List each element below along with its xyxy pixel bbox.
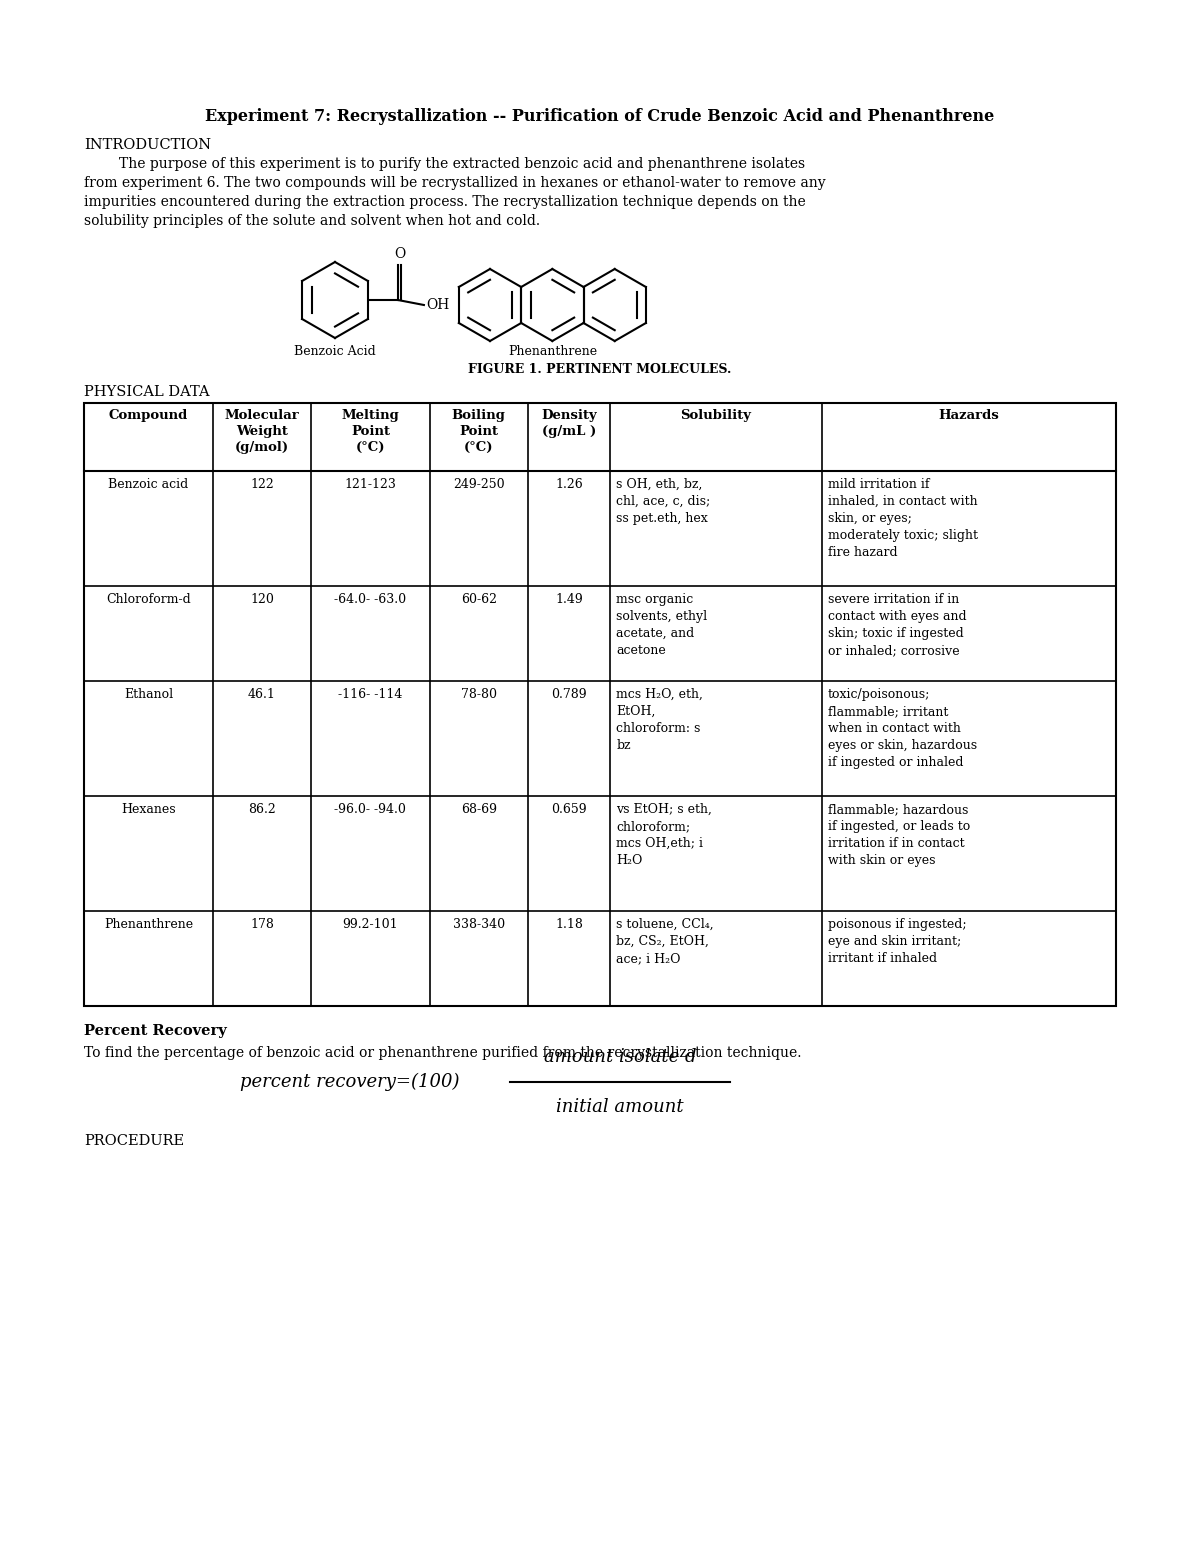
Text: -116- -114: -116- -114 xyxy=(338,688,402,700)
Text: toxic/poisonous;
flammable; irritant
when in contact with
eyes or skin, hazardou: toxic/poisonous; flammable; irritant whe… xyxy=(828,688,977,769)
Text: Ethanol: Ethanol xyxy=(124,688,173,700)
Text: 121-123: 121-123 xyxy=(344,478,396,491)
Text: 86.2: 86.2 xyxy=(248,803,276,815)
Text: Percent Recovery: Percent Recovery xyxy=(84,1023,227,1037)
Text: vs EtOH; s eth,
chloroform;
mcs OH,eth; i
H₂O: vs EtOH; s eth, chloroform; mcs OH,eth; … xyxy=(617,803,712,867)
Text: O: O xyxy=(394,247,406,261)
Text: Phenanthrene: Phenanthrene xyxy=(508,345,596,359)
Text: -64.0- -63.0: -64.0- -63.0 xyxy=(335,593,407,606)
Text: 99.2-101: 99.2-101 xyxy=(342,918,398,930)
Text: flammable; hazardous
if ingested, or leads to
irritation if in contact
with skin: flammable; hazardous if ingested, or lea… xyxy=(828,803,970,867)
Text: Compound: Compound xyxy=(109,408,188,422)
Text: INTRODUCTION: INTRODUCTION xyxy=(84,138,211,152)
Text: Hazards: Hazards xyxy=(938,408,1000,422)
Text: mcs H₂O, eth,
EtOH,
chloroform: s
bz: mcs H₂O, eth, EtOH, chloroform: s bz xyxy=(617,688,703,752)
Text: 1.26: 1.26 xyxy=(556,478,583,491)
Text: percent recovery=(100): percent recovery=(100) xyxy=(240,1073,460,1092)
Text: Phenanthrene: Phenanthrene xyxy=(104,918,193,930)
Text: Benzoic Acid: Benzoic Acid xyxy=(294,345,376,359)
Text: 122: 122 xyxy=(250,478,274,491)
Text: 178: 178 xyxy=(250,918,274,930)
Text: Benzoic acid: Benzoic acid xyxy=(108,478,188,491)
Text: poisonous if ingested;
eye and skin irritant;
irritant if inhaled: poisonous if ingested; eye and skin irri… xyxy=(828,918,966,964)
Text: 0.659: 0.659 xyxy=(551,803,587,815)
Text: Boiling
Point
(°C): Boiling Point (°C) xyxy=(452,408,505,453)
Text: s OH, eth, bz,
chl, ace, c, dis;
ss pet.eth, hex: s OH, eth, bz, chl, ace, c, dis; ss pet.… xyxy=(617,478,710,525)
Text: PHYSICAL DATA: PHYSICAL DATA xyxy=(84,385,210,399)
Text: 0.789: 0.789 xyxy=(551,688,587,700)
Text: amount isolate d: amount isolate d xyxy=(544,1048,696,1065)
Text: 60-62: 60-62 xyxy=(461,593,497,606)
Text: Chloroform-d: Chloroform-d xyxy=(106,593,191,606)
Text: msc organic
solvents, ethyl
acetate, and
acetone: msc organic solvents, ethyl acetate, and… xyxy=(617,593,708,657)
Text: The purpose of this experiment is to purify the extracted benzoic acid and phena: The purpose of this experiment is to pur… xyxy=(84,157,805,171)
Text: 249-250: 249-250 xyxy=(452,478,504,491)
Text: Experiment 7: Recrystallization -- Purification of Crude Benzoic Acid and Phenan: Experiment 7: Recrystallization -- Purif… xyxy=(205,109,995,124)
Text: 1.18: 1.18 xyxy=(556,918,583,930)
Text: Molecular
Weight
(g/mol): Molecular Weight (g/mol) xyxy=(224,408,299,453)
Text: -96.0- -94.0: -96.0- -94.0 xyxy=(335,803,407,815)
Text: FIGURE 1. PERTINENT MOLECULES.: FIGURE 1. PERTINENT MOLECULES. xyxy=(468,363,732,376)
Text: severe irritation if in
contact with eyes and
skin; toxic if ingested
or inhaled: severe irritation if in contact with eye… xyxy=(828,593,966,657)
Text: impurities encountered during the extraction process. The recrystallization tech: impurities encountered during the extrac… xyxy=(84,196,805,210)
Text: OH: OH xyxy=(426,298,449,312)
Text: 1.49: 1.49 xyxy=(556,593,583,606)
Text: PROCEDURE: PROCEDURE xyxy=(84,1134,184,1148)
Text: from experiment 6. The two compounds will be recrystallized in hexanes or ethano: from experiment 6. The two compounds wil… xyxy=(84,175,826,189)
Text: Solubility: Solubility xyxy=(680,408,751,422)
Text: s toluene, CCl₄,
bz, CS₂, EtOH,
ace; i H₂O: s toluene, CCl₄, bz, CS₂, EtOH, ace; i H… xyxy=(617,918,714,964)
Text: Hexanes: Hexanes xyxy=(121,803,176,815)
Text: Melting
Point
(°C): Melting Point (°C) xyxy=(342,408,400,453)
Text: 338-340: 338-340 xyxy=(452,918,505,930)
Text: To find the percentage of benzoic acid or phenanthrene purified from the recryst: To find the percentage of benzoic acid o… xyxy=(84,1047,802,1061)
Text: Density
(g/mL ): Density (g/mL ) xyxy=(541,408,596,438)
Text: 46.1: 46.1 xyxy=(248,688,276,700)
Text: solubility principles of the solute and solvent when hot and cold.: solubility principles of the solute and … xyxy=(84,214,540,228)
Bar xyxy=(84,402,1116,1006)
Text: mild irritation if
inhaled, in contact with
skin, or eyes;
moderately toxic; sli: mild irritation if inhaled, in contact w… xyxy=(828,478,978,559)
Text: 120: 120 xyxy=(250,593,274,606)
Text: initial amount: initial amount xyxy=(556,1098,684,1117)
Text: 78-80: 78-80 xyxy=(461,688,497,700)
Text: 68-69: 68-69 xyxy=(461,803,497,815)
